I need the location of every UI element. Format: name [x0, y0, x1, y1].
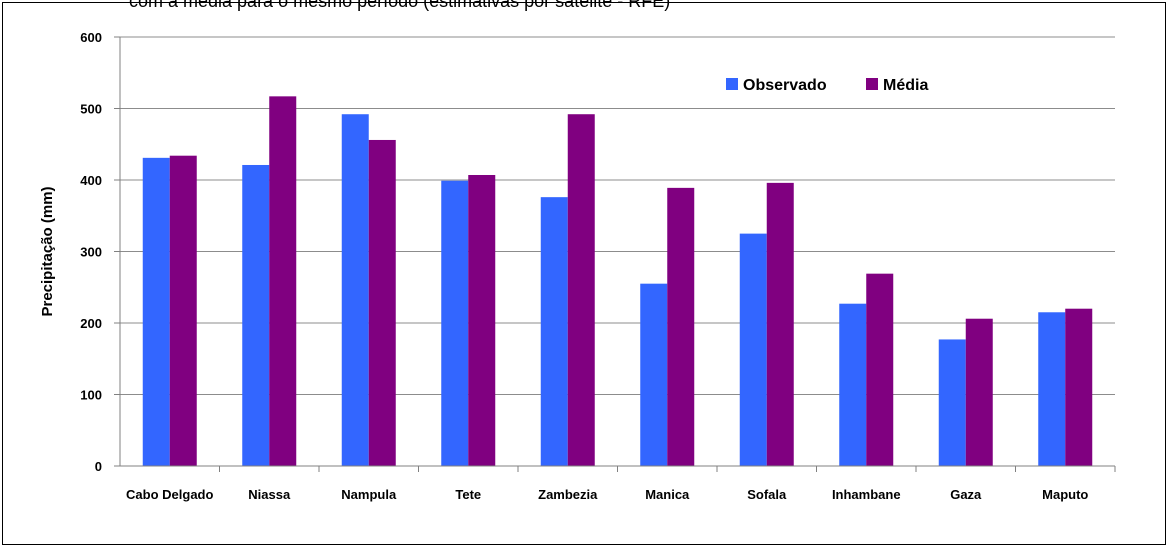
bar-media-6 [766, 182, 794, 467]
legend-label-1: Média [883, 77, 928, 94]
bar-observado-3 [441, 180, 469, 466]
bar-observado-6 [739, 233, 767, 466]
bar-media-2 [368, 139, 396, 466]
x-category-label: Maputo [1042, 487, 1088, 502]
chart-caption: com a média para o mesmo período (estima… [129, 0, 671, 11]
y-tick-label: 0 [95, 459, 102, 474]
bar-observado-0 [142, 157, 170, 466]
bar-media-8 [965, 318, 993, 466]
y-tick-label: 200 [80, 316, 102, 331]
y-tick-label: 500 [80, 102, 102, 117]
bar-observado-5 [640, 283, 668, 466]
x-category-label: Manica [645, 487, 690, 502]
bar-media-9 [1065, 308, 1093, 466]
legend-swatch-1 [866, 78, 878, 90]
x-category-label: Gaza [950, 487, 982, 502]
bar-media-0 [169, 155, 197, 466]
y-tick-label: 100 [80, 388, 102, 403]
y-axis-ticks: 0 100 200 300 400 500 600 [80, 30, 120, 474]
legend-swatch-0 [726, 78, 738, 90]
y-tick-label: 300 [80, 245, 102, 260]
bar-media-5 [667, 187, 695, 467]
bar-media-7 [866, 273, 894, 466]
bar-media-4 [567, 114, 595, 466]
bars [142, 96, 1093, 467]
x-axis-categories: Cabo Delgado Niassa Nampula Tete Zambezia Man… [126, 487, 1088, 502]
legend: Observado Média [726, 77, 928, 94]
bar-observado-1 [242, 164, 270, 467]
legend-label-0: Observado [743, 77, 827, 94]
bar-observado-7 [839, 303, 867, 466]
x-category-label: Inhambane [832, 487, 901, 502]
x-category-label: Tete [455, 487, 481, 502]
x-category-label: Niassa [248, 487, 291, 502]
axes [119, 37, 1116, 472]
bar-observado-2 [341, 114, 369, 466]
bar-media-1 [269, 96, 297, 466]
bar-observado-9 [1038, 312, 1066, 466]
bar-observado-8 [938, 339, 966, 466]
x-category-label: Cabo Delgado [126, 487, 213, 502]
x-category-label: Zambezia [538, 487, 598, 502]
x-category-label: Sofala [747, 487, 787, 502]
x-category-label: Nampula [341, 487, 397, 502]
y-axis-label: Precipitação (mm) [39, 186, 56, 316]
bar-observado-4 [540, 197, 568, 466]
y-tick-label: 600 [80, 30, 102, 45]
bar-media-3 [468, 174, 496, 466]
y-tick-label: 400 [80, 173, 102, 188]
